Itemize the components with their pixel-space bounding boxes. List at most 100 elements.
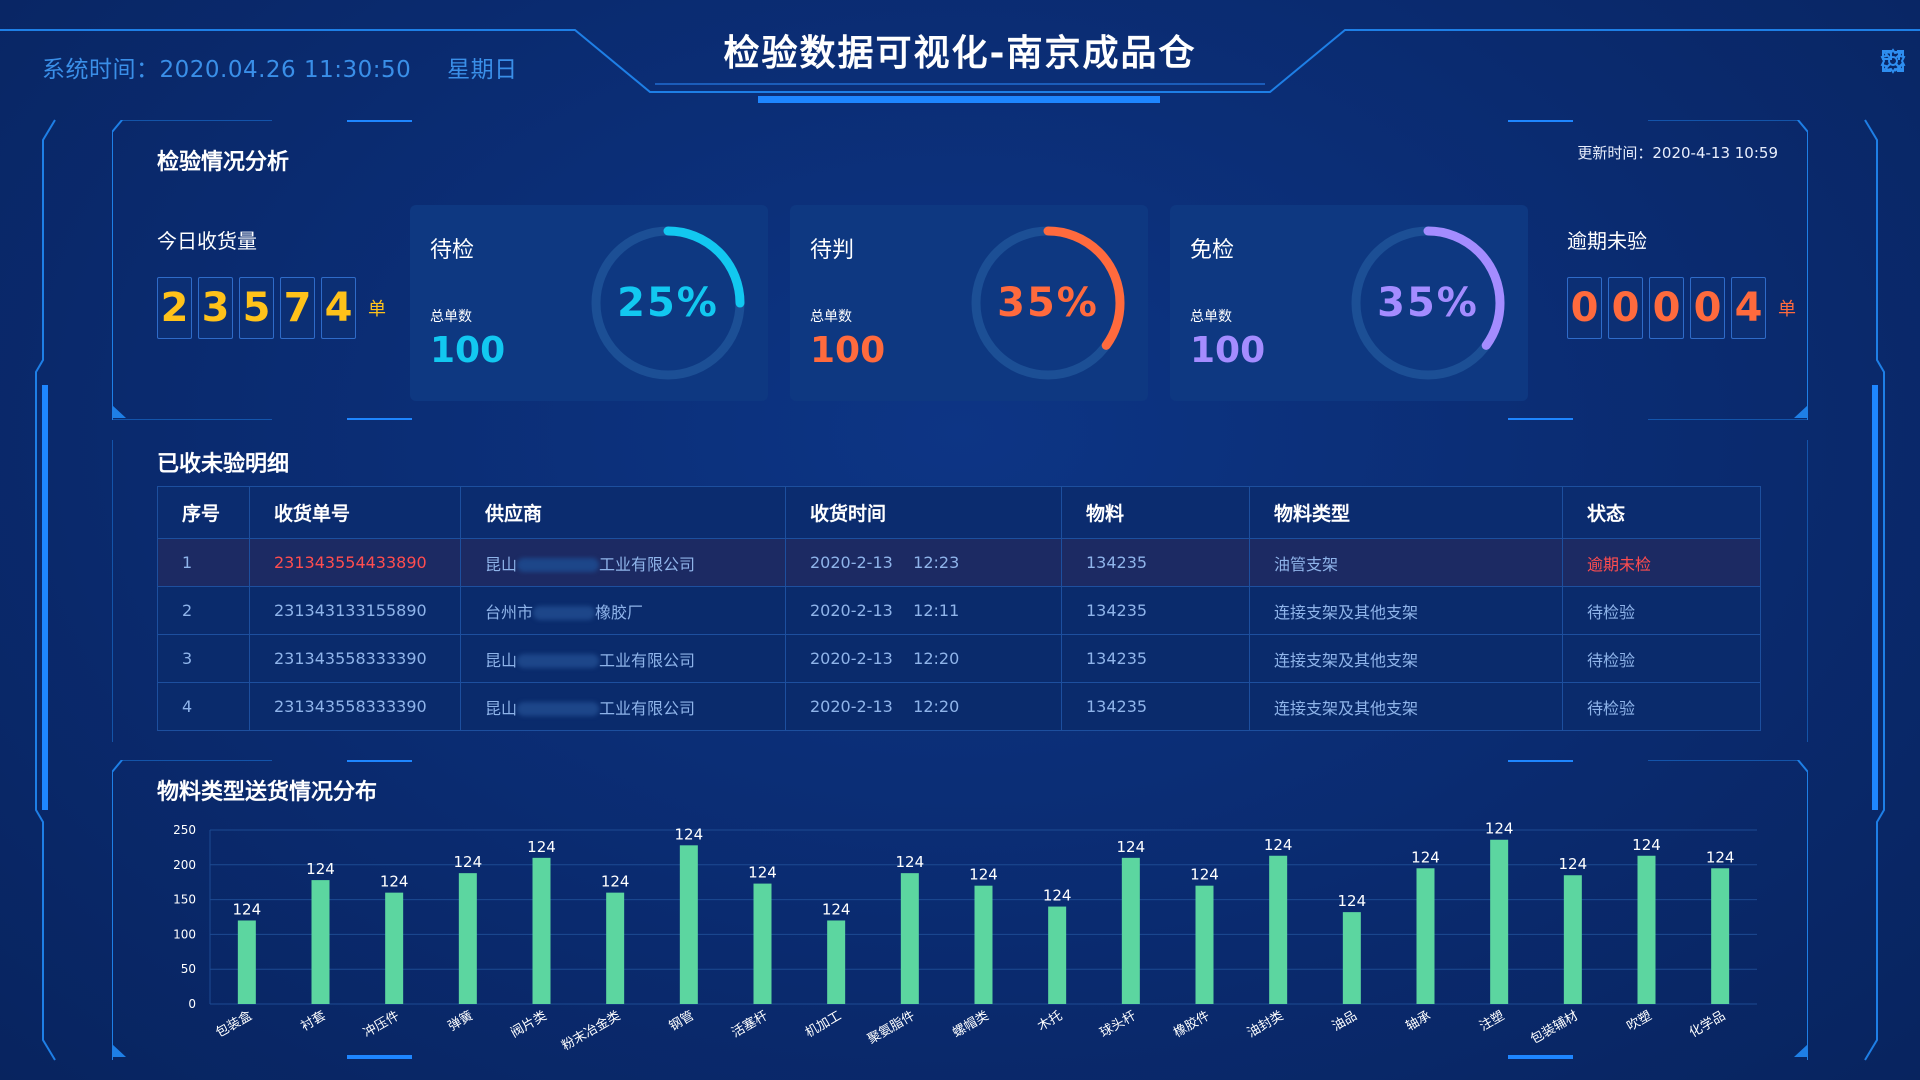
- card-title: 免检: [1190, 238, 1235, 263]
- bar-data-label: 124: [969, 866, 998, 884]
- chart-bar: [1563, 875, 1582, 1004]
- chart-bar: [532, 857, 551, 1004]
- counter-unit: 单: [368, 299, 386, 320]
- bar-data-label: 124: [1559, 855, 1588, 873]
- card-total: 100: [1190, 330, 1266, 371]
- cell-supplier: 台州市 橡胶厂: [460, 586, 786, 635]
- bar-data-label: 124: [601, 873, 630, 891]
- counter-digit: 0: [1649, 277, 1684, 339]
- counter-digit: 4: [321, 277, 356, 339]
- counter-digit: 0: [1690, 277, 1725, 339]
- chart-bar: [1048, 906, 1067, 1004]
- system-time-text: 系统时间：2020.04.26 11:30:50: [42, 57, 412, 83]
- counter-unit: 单: [1778, 299, 1796, 320]
- counter-digit: 2: [157, 277, 192, 339]
- column-header[interactable]: 物料类型: [1249, 486, 1563, 539]
- table-row[interactable]: 4 231343558333390 昆山 工业有限公司 2020-2-13 12:…: [157, 682, 1761, 731]
- chart-bar: [1342, 912, 1361, 1004]
- bar-data-label: 124: [1264, 836, 1293, 854]
- y-tick-label: 250: [173, 823, 196, 837]
- counter-digit: 0: [1567, 277, 1602, 339]
- overdue-counter: 0 0 0 0 4 单: [1567, 277, 1796, 339]
- x-tick-label: 轴承: [1403, 1008, 1433, 1034]
- counter-digit: 5: [239, 277, 274, 339]
- bar-data-label: 124: [1706, 848, 1735, 866]
- y-tick-label: 100: [173, 927, 196, 941]
- stat-card-exempt: 免检 总单数 100 35%: [1170, 205, 1528, 401]
- bar-data-label: 124: [675, 825, 704, 843]
- chart-bar: [385, 892, 404, 1004]
- cell-supplier: 昆山 工业有限公司: [460, 682, 786, 731]
- stat-card-judging: 待判 总单数 100 35%: [790, 205, 1148, 401]
- card-total: 100: [430, 330, 506, 371]
- counter-digit: 3: [198, 277, 233, 339]
- chart-bar: [606, 892, 625, 1004]
- table-row[interactable]: 3 231343558333390 昆山 工业有限公司 2020-2-13 12:…: [157, 634, 1761, 683]
- table-row[interactable]: 2 231343133155890 台州市 橡胶厂 2020-2-13 12:11…: [157, 586, 1761, 635]
- progress-ring: [591, 226, 745, 380]
- chart-bar: [1490, 839, 1509, 1004]
- cell-status: 待检验: [1562, 634, 1761, 683]
- bar-data-label: 124: [527, 838, 556, 856]
- delivery-bar-chart: 0 50 100 150 200 250 124 包装盒 124 衬套 124 冲压件 124 弹簧 124…: [173, 820, 1757, 1054]
- header-frame: [0, 29, 1920, 103]
- detail-table: 序号 收货单号 供应商 收货时间 物料 物料类型 状态 1 2313435544…: [157, 486, 1761, 731]
- cell-no: 3: [157, 634, 250, 683]
- detail-title: 已收未验明细: [157, 452, 290, 477]
- x-tick-label: 粉末冶金类: [559, 1008, 623, 1054]
- column-header[interactable]: 序号: [157, 486, 250, 539]
- bar-data-label: 124: [1411, 848, 1440, 866]
- counter-digit: 0: [1608, 277, 1643, 339]
- x-tick-label: 衬套: [298, 1008, 329, 1035]
- cell-material: 134235: [1061, 586, 1250, 635]
- chart-bar: [753, 883, 772, 1004]
- card-sub-label: 总单数: [1190, 309, 1232, 325]
- x-tick-label: 球头杆: [1098, 1008, 1139, 1040]
- supplier-suffix: 工业有限公司: [599, 650, 696, 670]
- redacted-text: [517, 558, 600, 572]
- cell-order: 231343558333390: [249, 682, 461, 731]
- chart-bar: [974, 885, 993, 1004]
- supplier-suffix: 工业有限公司: [599, 698, 696, 718]
- page-title: 检验数据可视化-南京成品仓: [723, 33, 1197, 74]
- analysis-panel-frame: [112, 120, 1808, 420]
- x-tick-label: 钢管: [667, 1008, 697, 1034]
- cell-order: 231343133155890: [249, 586, 461, 635]
- bar-data-label: 124: [822, 900, 851, 918]
- cell-material: 134235: [1061, 634, 1250, 683]
- x-tick-label: 包装盒: [213, 1008, 255, 1041]
- chart-bar: [1121, 857, 1140, 1004]
- cell-no: 1: [157, 538, 250, 587]
- cell-type: 连接支架及其他支架: [1249, 586, 1563, 635]
- table-header-row: 序号 收货单号 供应商 收货时间 物料 物料类型 状态: [157, 486, 1761, 539]
- redacted-text: [517, 654, 600, 668]
- chart-bar: [1269, 855, 1288, 1004]
- cell-no: 4: [157, 682, 250, 731]
- card-title: 待检: [430, 238, 475, 263]
- chart-bar: [237, 920, 256, 1004]
- table-row[interactable]: 1 231343554433890 昆山 工业有限公司 2020-2-13 12:…: [157, 538, 1761, 587]
- chart-bar: [1416, 868, 1435, 1004]
- x-tick-label: 螺帽类: [950, 1008, 992, 1041]
- fullscreen-icon[interactable]: [1880, 48, 1906, 74]
- column-header[interactable]: 供应商: [460, 486, 786, 539]
- chart-bar: [827, 920, 846, 1004]
- overdue-label: 逾期未验: [1567, 229, 1647, 253]
- column-header[interactable]: 状态: [1562, 486, 1761, 539]
- card-total: 100: [810, 330, 886, 371]
- supplier-prefix: 台州市: [485, 602, 534, 622]
- bar-data-label: 124: [896, 853, 925, 871]
- settings-icon[interactable]: [1880, 48, 1906, 74]
- x-tick-label: 聚氨脂件: [865, 1008, 918, 1047]
- column-header[interactable]: 收货单号: [249, 486, 461, 539]
- column-header[interactable]: 物料: [1061, 486, 1250, 539]
- today-receive-label: 今日收货量: [157, 229, 257, 253]
- x-tick-label: 注塑: [1477, 1008, 1507, 1034]
- cell-status: 待检验: [1562, 682, 1761, 731]
- bar-data-label: 124: [306, 860, 335, 878]
- column-header[interactable]: 收货时间: [785, 486, 1062, 539]
- bar-data-label: 124: [1338, 892, 1367, 910]
- cell-supplier: 昆山 工业有限公司: [460, 538, 786, 587]
- cell-time: 2020-2-13 12:20: [785, 634, 1062, 683]
